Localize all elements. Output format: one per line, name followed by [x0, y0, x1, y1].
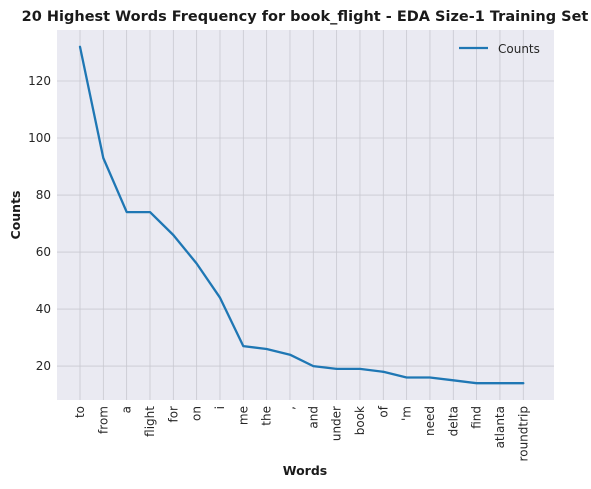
- series-line-counts: [78, 45, 525, 385]
- x-tick-label: on: [190, 406, 204, 421]
- x-tick-label: roundtrip: [516, 406, 530, 461]
- x-tick-label: delta: [446, 406, 460, 436]
- x-tick-label: the: [260, 406, 274, 426]
- x-tick-label: of: [376, 405, 390, 417]
- x-tick-label: a: [120, 406, 134, 413]
- y-tick-label: 120: [28, 74, 51, 88]
- gridlines: [57, 30, 554, 400]
- legend: Counts: [459, 42, 540, 56]
- y-tick-label: 40: [36, 302, 51, 316]
- y-tick-label: 20: [36, 359, 51, 373]
- x-tick-label: to: [73, 406, 87, 418]
- y-tick-label: 100: [28, 131, 51, 145]
- x-tick-label: i: [213, 406, 227, 409]
- x-tick-label: me: [236, 406, 250, 425]
- x-tick-label: book: [353, 406, 367, 435]
- x-tick-label: need: [423, 406, 437, 436]
- x-tick-label: atlanta: [493, 406, 507, 448]
- plot-area: [57, 30, 554, 400]
- series-lines: [78, 45, 525, 385]
- x-tick-label: under: [330, 406, 344, 441]
- x-tick-label: and: [306, 406, 320, 429]
- y-tick-label: 80: [36, 188, 51, 202]
- y-axis-ticks: 20 40 60 80 100 120: [28, 74, 51, 373]
- x-tick-label: flight: [143, 406, 157, 437]
- legend-label-counts: Counts: [498, 42, 540, 56]
- y-axis-label: Counts: [8, 191, 23, 240]
- x-tick-label: find: [470, 406, 484, 429]
- x-tick-label: 'm: [400, 406, 414, 421]
- y-tick-label: 60: [36, 245, 51, 259]
- x-axis-ticks: to from a flight for on i me the, and under book of '…: [73, 405, 530, 461]
- x-tick-label: from: [96, 406, 110, 434]
- chart-title: 20 Highest Words Frequency for book_flig…: [22, 9, 589, 25]
- x-tick-label: for: [166, 406, 180, 423]
- x-tick-label: ,: [283, 406, 297, 410]
- x-axis-label: Words: [283, 463, 327, 478]
